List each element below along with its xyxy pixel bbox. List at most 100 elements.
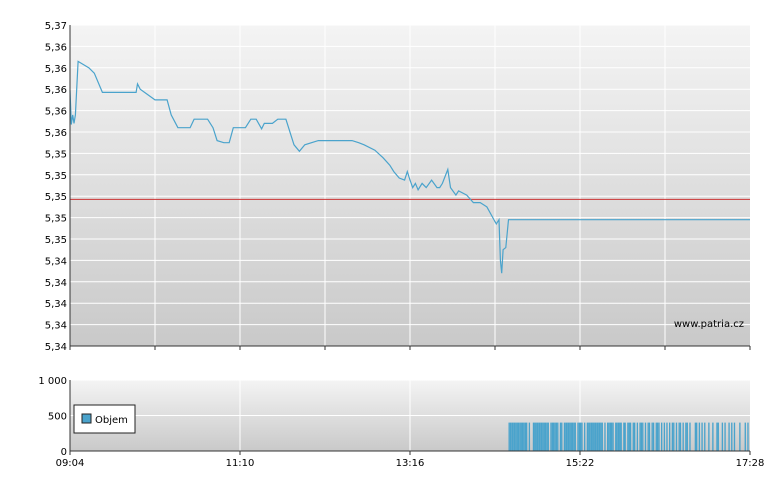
volume-bar bbox=[698, 422, 701, 451]
volume-bar bbox=[588, 422, 590, 451]
price-y-tick-label: 5,34 bbox=[45, 256, 67, 267]
volume-bar bbox=[628, 422, 630, 451]
volume-bar bbox=[557, 422, 559, 451]
volume-bar bbox=[528, 422, 531, 451]
volume-bar bbox=[597, 422, 599, 451]
volume-bar bbox=[584, 422, 586, 451]
volume-bar bbox=[724, 422, 726, 451]
price-y-tick-label: 5,35 bbox=[45, 214, 67, 225]
volume-bar bbox=[513, 422, 516, 451]
volume-bar bbox=[512, 422, 514, 451]
x-tick-label: 11:10 bbox=[226, 458, 255, 469]
volume-bar bbox=[704, 422, 706, 451]
volume-bar bbox=[551, 422, 554, 451]
volume-bar bbox=[590, 422, 593, 451]
volume-bar bbox=[524, 422, 527, 451]
volume-bar bbox=[540, 422, 543, 451]
volume-bar bbox=[682, 422, 684, 451]
price-y-tick-label: 5,34 bbox=[45, 299, 67, 310]
volume-bar bbox=[554, 422, 556, 451]
volume-bar bbox=[627, 422, 629, 451]
volume-bar bbox=[553, 422, 555, 451]
volume-bar bbox=[701, 422, 703, 451]
volume-bar bbox=[581, 422, 583, 451]
volume-bar bbox=[686, 422, 688, 451]
volume-bar bbox=[671, 422, 674, 451]
volume-bar bbox=[539, 422, 541, 451]
volume-bar bbox=[696, 422, 698, 451]
volume-bar bbox=[567, 422, 570, 451]
volume-bar bbox=[555, 422, 558, 451]
volume-bar bbox=[542, 422, 544, 451]
volume-bar bbox=[675, 422, 678, 451]
volume-bar bbox=[673, 422, 675, 451]
volume-bar bbox=[517, 422, 520, 451]
volume-bar bbox=[598, 422, 601, 451]
volume-y-tick-label: 0 bbox=[61, 447, 67, 458]
volume-bar bbox=[744, 422, 746, 451]
volume-bar bbox=[656, 422, 659, 451]
volume-bar bbox=[636, 422, 639, 451]
volume-bar bbox=[516, 422, 518, 451]
volume-bar bbox=[652, 422, 655, 451]
price-y-tick-label: 5,37 bbox=[45, 21, 67, 32]
price-y-tick-label: 5,36 bbox=[45, 107, 67, 118]
volume-y-tick-label: 500 bbox=[48, 412, 67, 423]
volume-bar bbox=[563, 422, 566, 451]
volume-bar bbox=[661, 422, 663, 451]
volume-bar bbox=[648, 422, 651, 451]
volume-bar bbox=[747, 422, 749, 451]
volume-bar bbox=[721, 422, 724, 451]
volume-bar bbox=[569, 422, 571, 451]
volume-bar bbox=[608, 422, 610, 451]
volume-bar bbox=[571, 422, 574, 451]
x-tick-label: 17:28 bbox=[736, 458, 765, 469]
price-y-tick-label: 5,35 bbox=[45, 192, 67, 203]
volume-legend: Objem bbox=[73, 404, 136, 434]
price-y-tick-label: 5,35 bbox=[45, 149, 67, 160]
volume-bar bbox=[617, 422, 620, 451]
volume-bar bbox=[731, 422, 733, 451]
volume-bar bbox=[520, 422, 522, 451]
price-y-tick-label: 5,36 bbox=[45, 64, 67, 75]
volume-bar bbox=[611, 422, 613, 451]
volume-bar bbox=[616, 422, 618, 451]
price-y-tick-label: 5,34 bbox=[45, 342, 67, 353]
volume-bar bbox=[577, 422, 579, 451]
volume-bar bbox=[655, 422, 657, 451]
volume-bar bbox=[600, 422, 602, 451]
volume-bar bbox=[566, 422, 568, 451]
volume-bar bbox=[728, 422, 730, 451]
volume-bar bbox=[634, 422, 636, 451]
volume-bar bbox=[629, 422, 632, 451]
volume-bar bbox=[647, 422, 649, 451]
volume-bar bbox=[586, 422, 589, 451]
volume-bar bbox=[612, 422, 614, 451]
volume-bar bbox=[609, 422, 612, 451]
volume-bar bbox=[508, 422, 510, 451]
volume-bar bbox=[615, 422, 617, 451]
volume-bar bbox=[651, 422, 653, 451]
price-y-tick-label: 5,36 bbox=[45, 128, 67, 139]
volume-y-tick-label: 1 000 bbox=[38, 376, 67, 387]
volume-bar bbox=[515, 422, 517, 451]
volume-bar bbox=[580, 422, 582, 451]
volume-bar bbox=[578, 422, 581, 451]
price-y-tick-label: 5,35 bbox=[45, 235, 67, 246]
volume-bar bbox=[694, 422, 697, 451]
legend-swatch bbox=[81, 413, 92, 424]
volume-bar bbox=[685, 422, 687, 451]
volume-bar bbox=[547, 422, 549, 451]
volume-bar bbox=[639, 422, 641, 451]
volume-bar bbox=[632, 422, 634, 451]
x-tick-label: 09:04 bbox=[56, 458, 85, 469]
volume-bar bbox=[624, 422, 626, 451]
price-line bbox=[69, 60, 750, 274]
volume-bar bbox=[589, 422, 591, 451]
volume-bar bbox=[620, 422, 622, 451]
volume-bar bbox=[593, 422, 595, 451]
price-y-tick-label: 5,35 bbox=[45, 171, 67, 182]
legend-label: Objem bbox=[95, 415, 128, 426]
price-y-tick-label: 5,36 bbox=[45, 42, 67, 53]
